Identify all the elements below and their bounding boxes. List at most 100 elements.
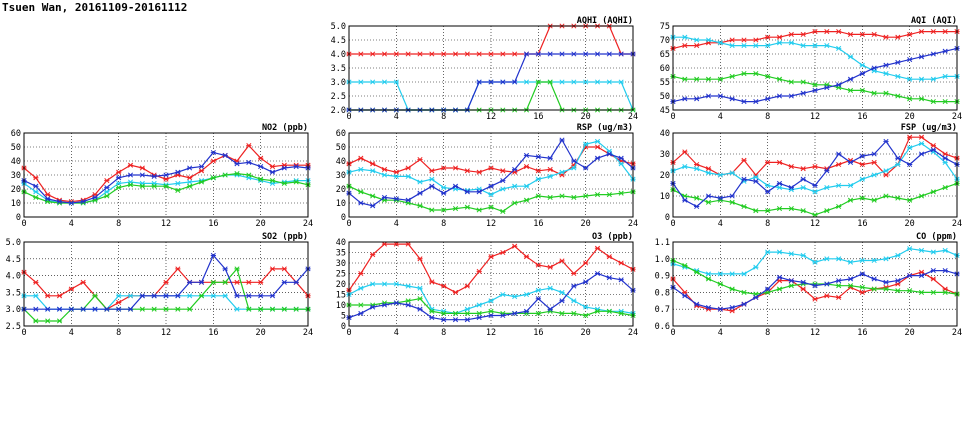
data-point (776, 159, 783, 165)
data-point (488, 298, 494, 304)
data-point (583, 312, 589, 319)
data-point (907, 31, 913, 37)
data-point (836, 151, 842, 157)
data-point (104, 193, 110, 199)
data-point (618, 190, 624, 196)
data-point (847, 54, 854, 60)
data-point (559, 169, 565, 175)
x-tick-label: 4 (718, 112, 723, 122)
data-point (269, 306, 276, 312)
data-point (535, 176, 541, 182)
data-point (682, 197, 688, 203)
data-point (163, 183, 169, 189)
data-point (741, 43, 747, 49)
data-point (594, 51, 601, 57)
data-point (812, 259, 818, 265)
data-point (618, 79, 624, 85)
data-point (729, 271, 735, 277)
x-tick-label: 4 (394, 112, 399, 122)
data-point (370, 304, 376, 310)
data-point (930, 51, 936, 57)
plot-frame (672, 25, 958, 111)
data-point (535, 154, 541, 160)
data-point (918, 289, 925, 295)
data-point (151, 306, 157, 312)
data-point (405, 197, 411, 203)
data-point (222, 172, 228, 178)
data-point (488, 312, 494, 319)
x-tick-label: 16 (857, 328, 867, 338)
data-point (788, 31, 794, 37)
data-point (381, 172, 388, 178)
data-point (705, 276, 712, 282)
data-point (907, 134, 913, 140)
data-point (488, 254, 494, 260)
data-point (246, 172, 252, 178)
data-point (476, 268, 482, 274)
data-point (847, 31, 854, 37)
data-point (417, 190, 423, 196)
y-tick-label: 0 (341, 322, 346, 332)
data-point (187, 279, 193, 285)
y-tick-label: 4.5 (331, 36, 346, 46)
y-tick-label: 75 (660, 22, 670, 32)
data-point (930, 143, 936, 149)
x-tick-label: 24 (628, 112, 638, 122)
data-point (417, 179, 423, 185)
data-point (918, 96, 925, 102)
data-point (753, 178, 759, 184)
data-point (127, 293, 134, 299)
data-point (788, 164, 794, 170)
data-point (729, 193, 735, 199)
data-point (883, 138, 889, 144)
y-tick-label: 60 (660, 64, 670, 74)
data-point (918, 140, 925, 147)
data-point (393, 51, 399, 57)
data-point (859, 195, 865, 201)
data-point (729, 199, 735, 205)
data-point (800, 252, 806, 258)
data-point (765, 73, 771, 79)
data-point (104, 306, 110, 312)
data-point (417, 296, 423, 302)
data-point (476, 189, 482, 195)
data-point (895, 252, 901, 258)
data-point (871, 159, 877, 165)
y-tick-label: 0.6 (655, 322, 670, 332)
data-point (405, 283, 411, 289)
data-point (452, 310, 459, 316)
data-point (523, 79, 530, 85)
data-point (606, 192, 612, 198)
data-point (488, 183, 494, 189)
data-point (883, 172, 889, 178)
data-point (753, 37, 759, 43)
data-point (33, 306, 39, 312)
data-point (682, 293, 688, 299)
data-point (127, 172, 134, 178)
data-point (258, 164, 264, 170)
data-point (618, 310, 624, 316)
plot-title: RSP (ug/m3) (577, 123, 633, 133)
data-point (33, 175, 39, 181)
plot-title: FSP (ug/m3) (901, 123, 957, 133)
data-point (33, 189, 39, 195)
data-point (883, 279, 889, 285)
data-point (824, 185, 830, 191)
data-point (594, 308, 601, 314)
y-tick-label: 40 (11, 157, 21, 167)
data-point (45, 306, 51, 312)
data-point (765, 182, 771, 189)
data-point (269, 164, 276, 170)
data-point (547, 79, 553, 85)
data-point (812, 29, 818, 35)
data-point (765, 96, 771, 102)
data-point (753, 43, 759, 49)
data-point (370, 168, 376, 174)
data-point (918, 76, 925, 82)
data-point (429, 279, 435, 285)
data-point (116, 185, 122, 191)
data-point (741, 271, 747, 277)
data-point (571, 270, 577, 277)
data-point (547, 285, 553, 291)
data-point (222, 293, 228, 299)
